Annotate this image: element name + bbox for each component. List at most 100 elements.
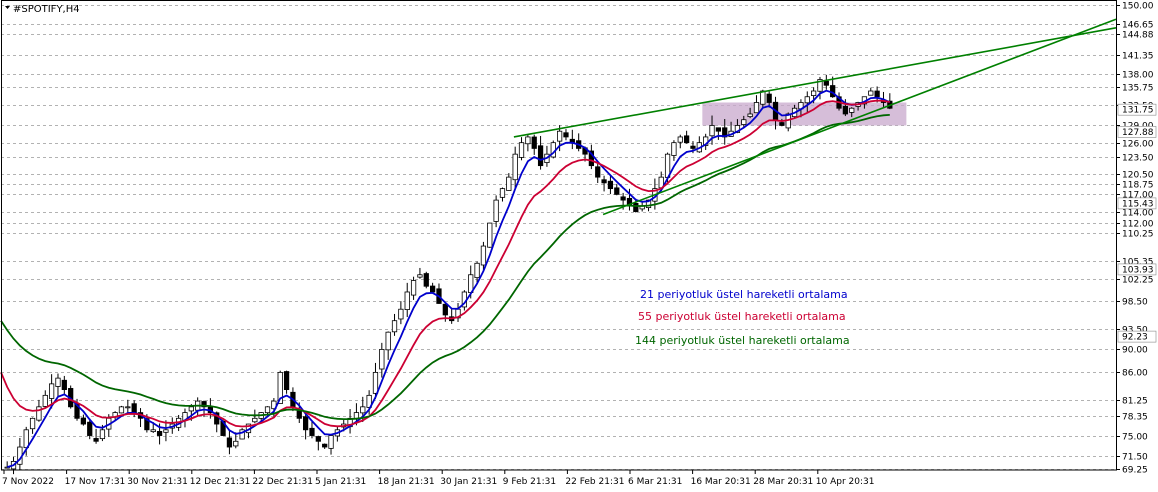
candle-body [283, 371, 290, 391]
candle-body [93, 438, 99, 442]
annotation-label: 21 periyotluk üstel hareketli ortalama [640, 288, 848, 301]
y-tick-label: 112.00 [1122, 220, 1154, 230]
candle-body [620, 196, 626, 201]
candle-body [87, 421, 93, 436]
price-highlight-box [1117, 103, 1157, 116]
candle-body [595, 166, 601, 178]
candle-body [607, 180, 614, 190]
y-tick-label: 90.00 [1122, 346, 1148, 356]
y-tick-label: 75.00 [1122, 433, 1148, 443]
price-highlight-box [1117, 197, 1157, 210]
ema-line-3 [0, 114, 890, 421]
price-highlight-box [1117, 263, 1157, 276]
price-highlight-label: 131.75 [1122, 106, 1154, 116]
candle-body [766, 93, 772, 103]
plot-border [1, 0, 1117, 471]
candle-body [201, 401, 207, 408]
x-tick-label: 5 Jan 21:31 [315, 477, 366, 487]
candle-body [125, 406, 131, 409]
candle-body [61, 379, 67, 391]
candle-body [601, 179, 607, 184]
candle-body [303, 416, 309, 431]
candle-body [709, 125, 715, 137]
y-tick-label: 141.35 [1122, 52, 1154, 62]
candle-body [360, 406, 366, 414]
y-tick-label: 118.75 [1122, 181, 1154, 191]
candle-body [430, 285, 436, 293]
y-tick-label: 117.00 [1122, 191, 1154, 201]
candle-body [366, 394, 372, 408]
candle-body [404, 291, 410, 311]
candle-body [4, 466, 10, 469]
candle-body [525, 136, 531, 145]
candle-body [442, 303, 448, 316]
candle-body [252, 417, 258, 423]
dropdown-triangle-icon[interactable] [5, 6, 10, 9]
candle-body [309, 427, 315, 436]
candle-body [391, 320, 398, 333]
candle-body [563, 132, 569, 138]
candle-body [322, 443, 328, 448]
candle-body [36, 406, 42, 421]
symbol-title: #SPOTIFY,H4 [13, 4, 80, 15]
y-tick-label: 78.35 [1122, 413, 1148, 423]
candle-body [537, 145, 544, 167]
candle-body [99, 429, 106, 440]
candle-body [264, 406, 271, 414]
price-highlight-label: 92.23 [1122, 333, 1148, 343]
ema-line-2 [0, 99, 890, 428]
x-tick-label: 28 Mar 20:31 [753, 477, 813, 487]
candle-body [163, 429, 169, 433]
trendline-1 [513, 27, 1117, 138]
candle-body [55, 377, 61, 387]
candle-body [474, 262, 480, 279]
candle-body [226, 437, 233, 448]
plot-frame [1, 0, 1117, 471]
price-highlight-box [1117, 330, 1157, 343]
moving-averages [0, 89, 891, 468]
candle-body [557, 130, 563, 142]
candle-body [131, 403, 137, 413]
candle-body [715, 127, 721, 132]
candle-body [811, 90, 817, 96]
candle-body [779, 122, 785, 126]
time-axis: 7 Nov 2022 17 Nov 17:31 30 Nov 21:31 12 Dec… [2, 470, 874, 487]
candle-body [690, 145, 696, 149]
y-tick-label: 120.50 [1122, 171, 1154, 181]
candle-body [531, 136, 537, 149]
candle-body [233, 440, 239, 447]
annotations: 21 periyotluk üstel hareketli ortalama 55… [635, 288, 850, 347]
candle-body [747, 113, 753, 118]
x-tick-label: 22 Dec 21:31 [252, 477, 313, 487]
candle-body [677, 136, 683, 143]
y-tick-label: 81.25 [1122, 397, 1148, 407]
candle-body [398, 308, 404, 320]
y-tick-label: 102.25 [1122, 276, 1154, 286]
x-tick-label: 9 Feb 21:31 [503, 477, 556, 487]
symbol-header: #SPOTIFY,H4 [5, 4, 80, 15]
y-tick-label: 138.00 [1122, 71, 1154, 81]
ema-line-1 [6, 89, 891, 468]
price-axis: 150.00146.65144.88141.35138.00135.75132.… [1116, 2, 1157, 476]
candle-body [353, 412, 360, 419]
annotation-label: 55 periyotluk üstel hareketli ortalama [638, 310, 846, 323]
candle-body [842, 105, 848, 115]
x-tick-label: 22 Feb 21:31 [565, 477, 624, 487]
x-tick-label: 7 Nov 2022 [2, 477, 54, 487]
y-tick-label: 93.50 [1122, 326, 1148, 336]
candle-body [633, 202, 639, 212]
candle-body [823, 80, 829, 86]
candle-body [23, 429, 29, 449]
candle-body [239, 429, 245, 440]
x-tick-label: 30 Jan 21:31 [440, 477, 497, 487]
x-tick-label: 6 Mar 21:31 [628, 477, 682, 487]
candle-body [372, 371, 379, 394]
x-tick-label: 18 Jan 21:31 [378, 477, 435, 487]
candle-body [499, 188, 506, 198]
price-highlight-label: 103.93 [1122, 265, 1154, 275]
candle-body [671, 142, 677, 156]
candle-body [423, 273, 429, 287]
candle-body [684, 135, 690, 144]
